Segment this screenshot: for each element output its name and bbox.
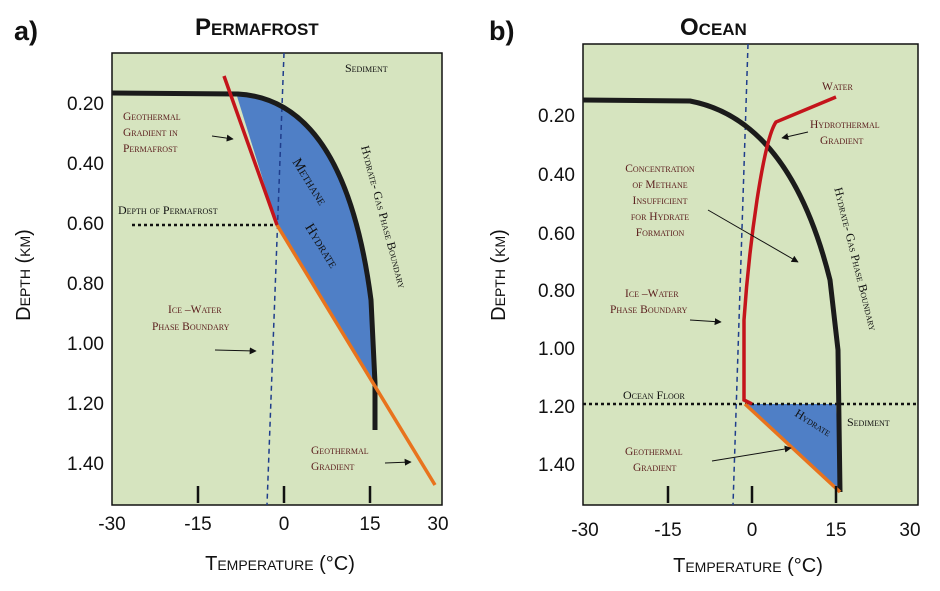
panel-a-y-tick: 0.40 — [67, 154, 104, 175]
panel-b-hydrothermal-label: Hydrothermal — [810, 119, 880, 131]
panel-a-x-tick: -30 — [98, 514, 125, 535]
panel-a-ice-water-boundary — [266, 52, 285, 506]
panel-b-concentration-label: of Methane — [632, 179, 687, 191]
panel-a-y-tick: 1.20 — [67, 394, 104, 415]
panel-a-ice-water-label: Phase Boundary — [152, 321, 230, 333]
panel-a-hydrate-region — [236, 93, 375, 383]
panel-b-x-ticks: -30 -15 0 15 30 — [571, 520, 920, 541]
panel-b-y-tick: 0.80 — [538, 281, 575, 302]
panel-b-concentration-label: Formation — [636, 227, 685, 239]
panel-a-geo-permafrost-label: Geothermal — [123, 111, 181, 123]
panel-b-water-label: Water — [822, 81, 854, 93]
panel-a-x-tick: 15 — [359, 514, 380, 535]
panel-b-concentration-label: for Hydrate — [631, 211, 689, 223]
panel-b-hydrothermal-gradient-line — [742, 95, 837, 406]
panel-b-ice-water-label: Ice –Water — [625, 288, 679, 300]
panel-b-x-axis-title: Temperature (°C) — [673, 555, 823, 577]
panel-a-letter: a) — [14, 16, 38, 46]
panel-b: b) Ocean 0.20 0.40 0.60 0.80 1.00 1.20 — [488, 14, 921, 577]
panel-a-y-axis-title: Depth (km) — [13, 229, 35, 321]
panel-a-y-tick: 1.00 — [67, 334, 104, 355]
panel-a-y-tick: 0.60 — [67, 214, 104, 235]
panel-b-y-tick: 0.40 — [538, 165, 575, 186]
panel-b-concentration-label: Concentration — [625, 163, 695, 175]
panel-b-x-tick: 0 — [747, 520, 758, 541]
panel-b-x-tick: -15 — [654, 520, 681, 541]
panel-b-geothermal-arrow — [711, 445, 792, 462]
panel-a-geothermal-arrow — [384, 458, 412, 466]
panel-b-concentration-label: Insufficient — [633, 195, 688, 207]
panel-b-x-tick: 30 — [899, 520, 920, 541]
panel-a-y-tick: 0.80 — [67, 274, 104, 295]
panel-a-sediment-label: Sediment — [345, 61, 388, 75]
panel-b-geothermal-label: Gradient — [633, 462, 677, 474]
panel-a-geo-permafrost-arrow — [211, 134, 234, 142]
panel-b-y-tick: 0.60 — [538, 224, 575, 245]
panel-a-depth-permafrost-label: Depth of Permafrost — [118, 203, 218, 217]
panel-a-phase-boundary-curve — [111, 90, 378, 430]
panel-b-bottom-ticks — [666, 486, 838, 503]
panel-a-x-ticks: -30 -15 0 15 30 — [98, 514, 448, 535]
panel-b-ocean-floor-label: Ocean Floor — [623, 388, 686, 402]
panel-b-geothermal-line — [743, 402, 842, 494]
panel-b-x-tick: -30 — [571, 520, 598, 541]
panel-b-ice-water-arrow — [689, 318, 722, 326]
panel-b-geothermal-label: Geothermal — [625, 446, 683, 458]
panel-a-permafrost-gradient-line — [222, 75, 279, 226]
panel-b-y-tick: 1.00 — [538, 339, 575, 360]
panel-a-geothermal-label: Geothermal — [311, 445, 369, 457]
panel-b-y-tick: 1.40 — [538, 455, 575, 476]
panel-b-hydrothermal-label: Gradient — [820, 135, 864, 147]
panel-a-ice-water-label: Ice –Water — [168, 304, 222, 316]
panel-b-hydrothermal-arrow — [781, 131, 809, 140]
panel-a-y-ticks: 0.20 0.40 0.60 0.80 1.00 1.20 1.40 — [67, 94, 104, 475]
panel-b-y-axis-title: Depth (km) — [488, 229, 510, 321]
panel-a-title: Permafrost — [195, 14, 319, 41]
panel-a-ice-water-arrow — [214, 347, 257, 355]
panel-b-ice-water-boundary — [732, 43, 749, 506]
panel-a-y-tick: 1.40 — [67, 454, 104, 475]
panel-b-letter: b) — [489, 16, 514, 46]
panel-a-x-tick: -15 — [184, 514, 211, 535]
panel-b-phase-boundary-curve — [582, 97, 843, 493]
panel-b-y-tick: 1.20 — [538, 397, 575, 418]
panel-a-y-tick: 0.20 — [67, 94, 104, 115]
panel-a-geo-permafrost-label: Gradient in — [123, 127, 178, 139]
panel-a-bottom-ticks — [196, 486, 372, 503]
panel-b-ice-water-label: Phase Boundary — [610, 304, 688, 316]
panel-b-y-tick: 0.20 — [538, 106, 575, 127]
panel-a-geo-permafrost-label: Permafrost — [123, 143, 178, 155]
panel-a: a) Permafrost 0.20 0.40 0.60 0.80 1.00 1 — [13, 14, 449, 575]
panel-a-x-tick: 30 — [427, 514, 448, 535]
panel-b-x-tick: 15 — [825, 520, 846, 541]
panel-b-y-ticks: 0.20 0.40 0.60 0.80 1.00 1.20 1.40 — [538, 106, 575, 476]
panel-b-sediment-label: Sediment — [847, 415, 890, 429]
panel-a-geothermal-line — [275, 224, 437, 486]
panel-b-plot-area — [582, 43, 919, 506]
panel-a-x-axis-title: Temperature (°C) — [205, 553, 355, 575]
panel-b-title: Ocean — [680, 14, 747, 41]
panel-a-x-tick: 0 — [279, 514, 290, 535]
panel-a-geothermal-label: Gradient — [311, 461, 355, 473]
panel-b-concentration-arrow — [707, 209, 799, 263]
